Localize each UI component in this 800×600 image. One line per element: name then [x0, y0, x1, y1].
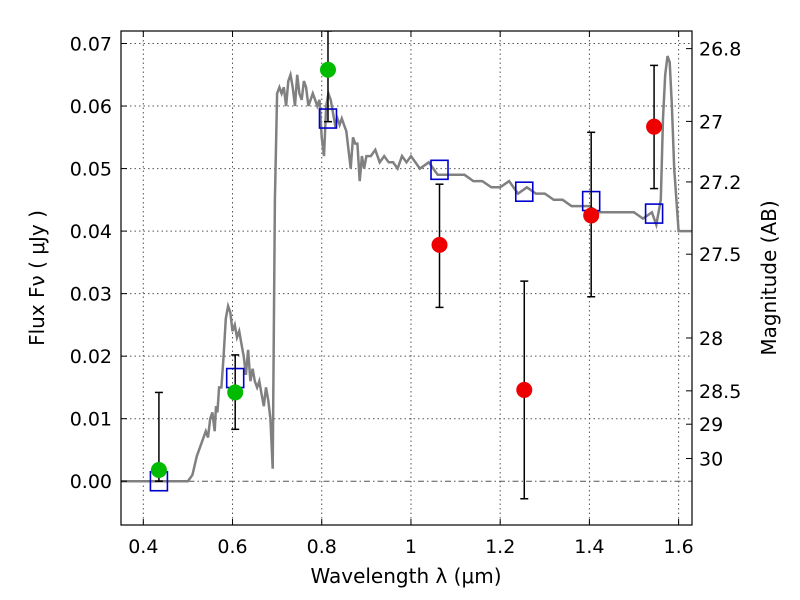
y-tick-label: 0.02	[70, 346, 112, 368]
x-tick-label: 1	[405, 536, 417, 558]
plot-area	[121, 31, 692, 500]
detection-point	[319, 61, 336, 78]
measurement-point	[431, 236, 448, 253]
right-tick-label: 30	[699, 449, 723, 471]
right-magnitude-ticks: 26.8 27 27.2 27.5 28 28.5 29 30	[686, 39, 741, 471]
right-tick-label: 29	[699, 414, 723, 436]
right-axis-label: Magnitude (AB)	[757, 200, 781, 355]
model-square-marker	[430, 159, 449, 181]
y-tick-label: 0.00	[70, 471, 112, 493]
right-tick-label: 28	[699, 328, 723, 350]
x-tick-label: 1.6	[664, 536, 694, 558]
measurement-point	[583, 207, 600, 224]
x-axis-label: Wavelength λ (μm)	[310, 564, 501, 588]
detection-point	[150, 461, 167, 478]
x-tick-label: 0.4	[128, 536, 158, 558]
y-axis-label: Flux Fν ( μJy )	[25, 210, 49, 346]
right-tick-label: 27.5	[699, 244, 741, 266]
y-tick-label: 0.05	[70, 159, 112, 181]
measurement-point	[646, 118, 663, 135]
y-tick-label: 0.04	[70, 221, 112, 243]
y-tick-label: 0.07	[70, 34, 112, 56]
right-tick-label: 28.5	[699, 381, 741, 403]
x-tick-label: 0.6	[217, 536, 247, 558]
model-square-marker	[644, 203, 664, 224]
plot-background	[121, 31, 692, 525]
y-tick-label: 0.03	[70, 284, 112, 306]
right-tick-label: 27	[699, 111, 723, 133]
x-tick-label: 0.8	[307, 536, 337, 558]
y-tick-label: 0.01	[70, 409, 112, 431]
right-tick-label: 27.2	[699, 172, 741, 194]
right-tick-label: 26.8	[699, 39, 741, 61]
y-tick-label: 0.06	[70, 96, 112, 118]
model-square-marker	[514, 181, 534, 203]
measurement-point	[516, 381, 533, 398]
y-ticks: 0.00 0.01 0.02 0.03 0.04 0.05 0.06 0.07	[70, 34, 127, 493]
x-tick-label: 1.4	[574, 536, 604, 558]
x-ticks: 0.4 0.6 0.8 1 1.2 1.4 1.6	[128, 31, 694, 558]
x-tick-label: 1.2	[485, 536, 515, 558]
plot-frame	[120, 30, 693, 526]
detection-point	[227, 384, 244, 401]
sed-model-line	[121, 55, 692, 483]
data-markers	[150, 61, 663, 478]
